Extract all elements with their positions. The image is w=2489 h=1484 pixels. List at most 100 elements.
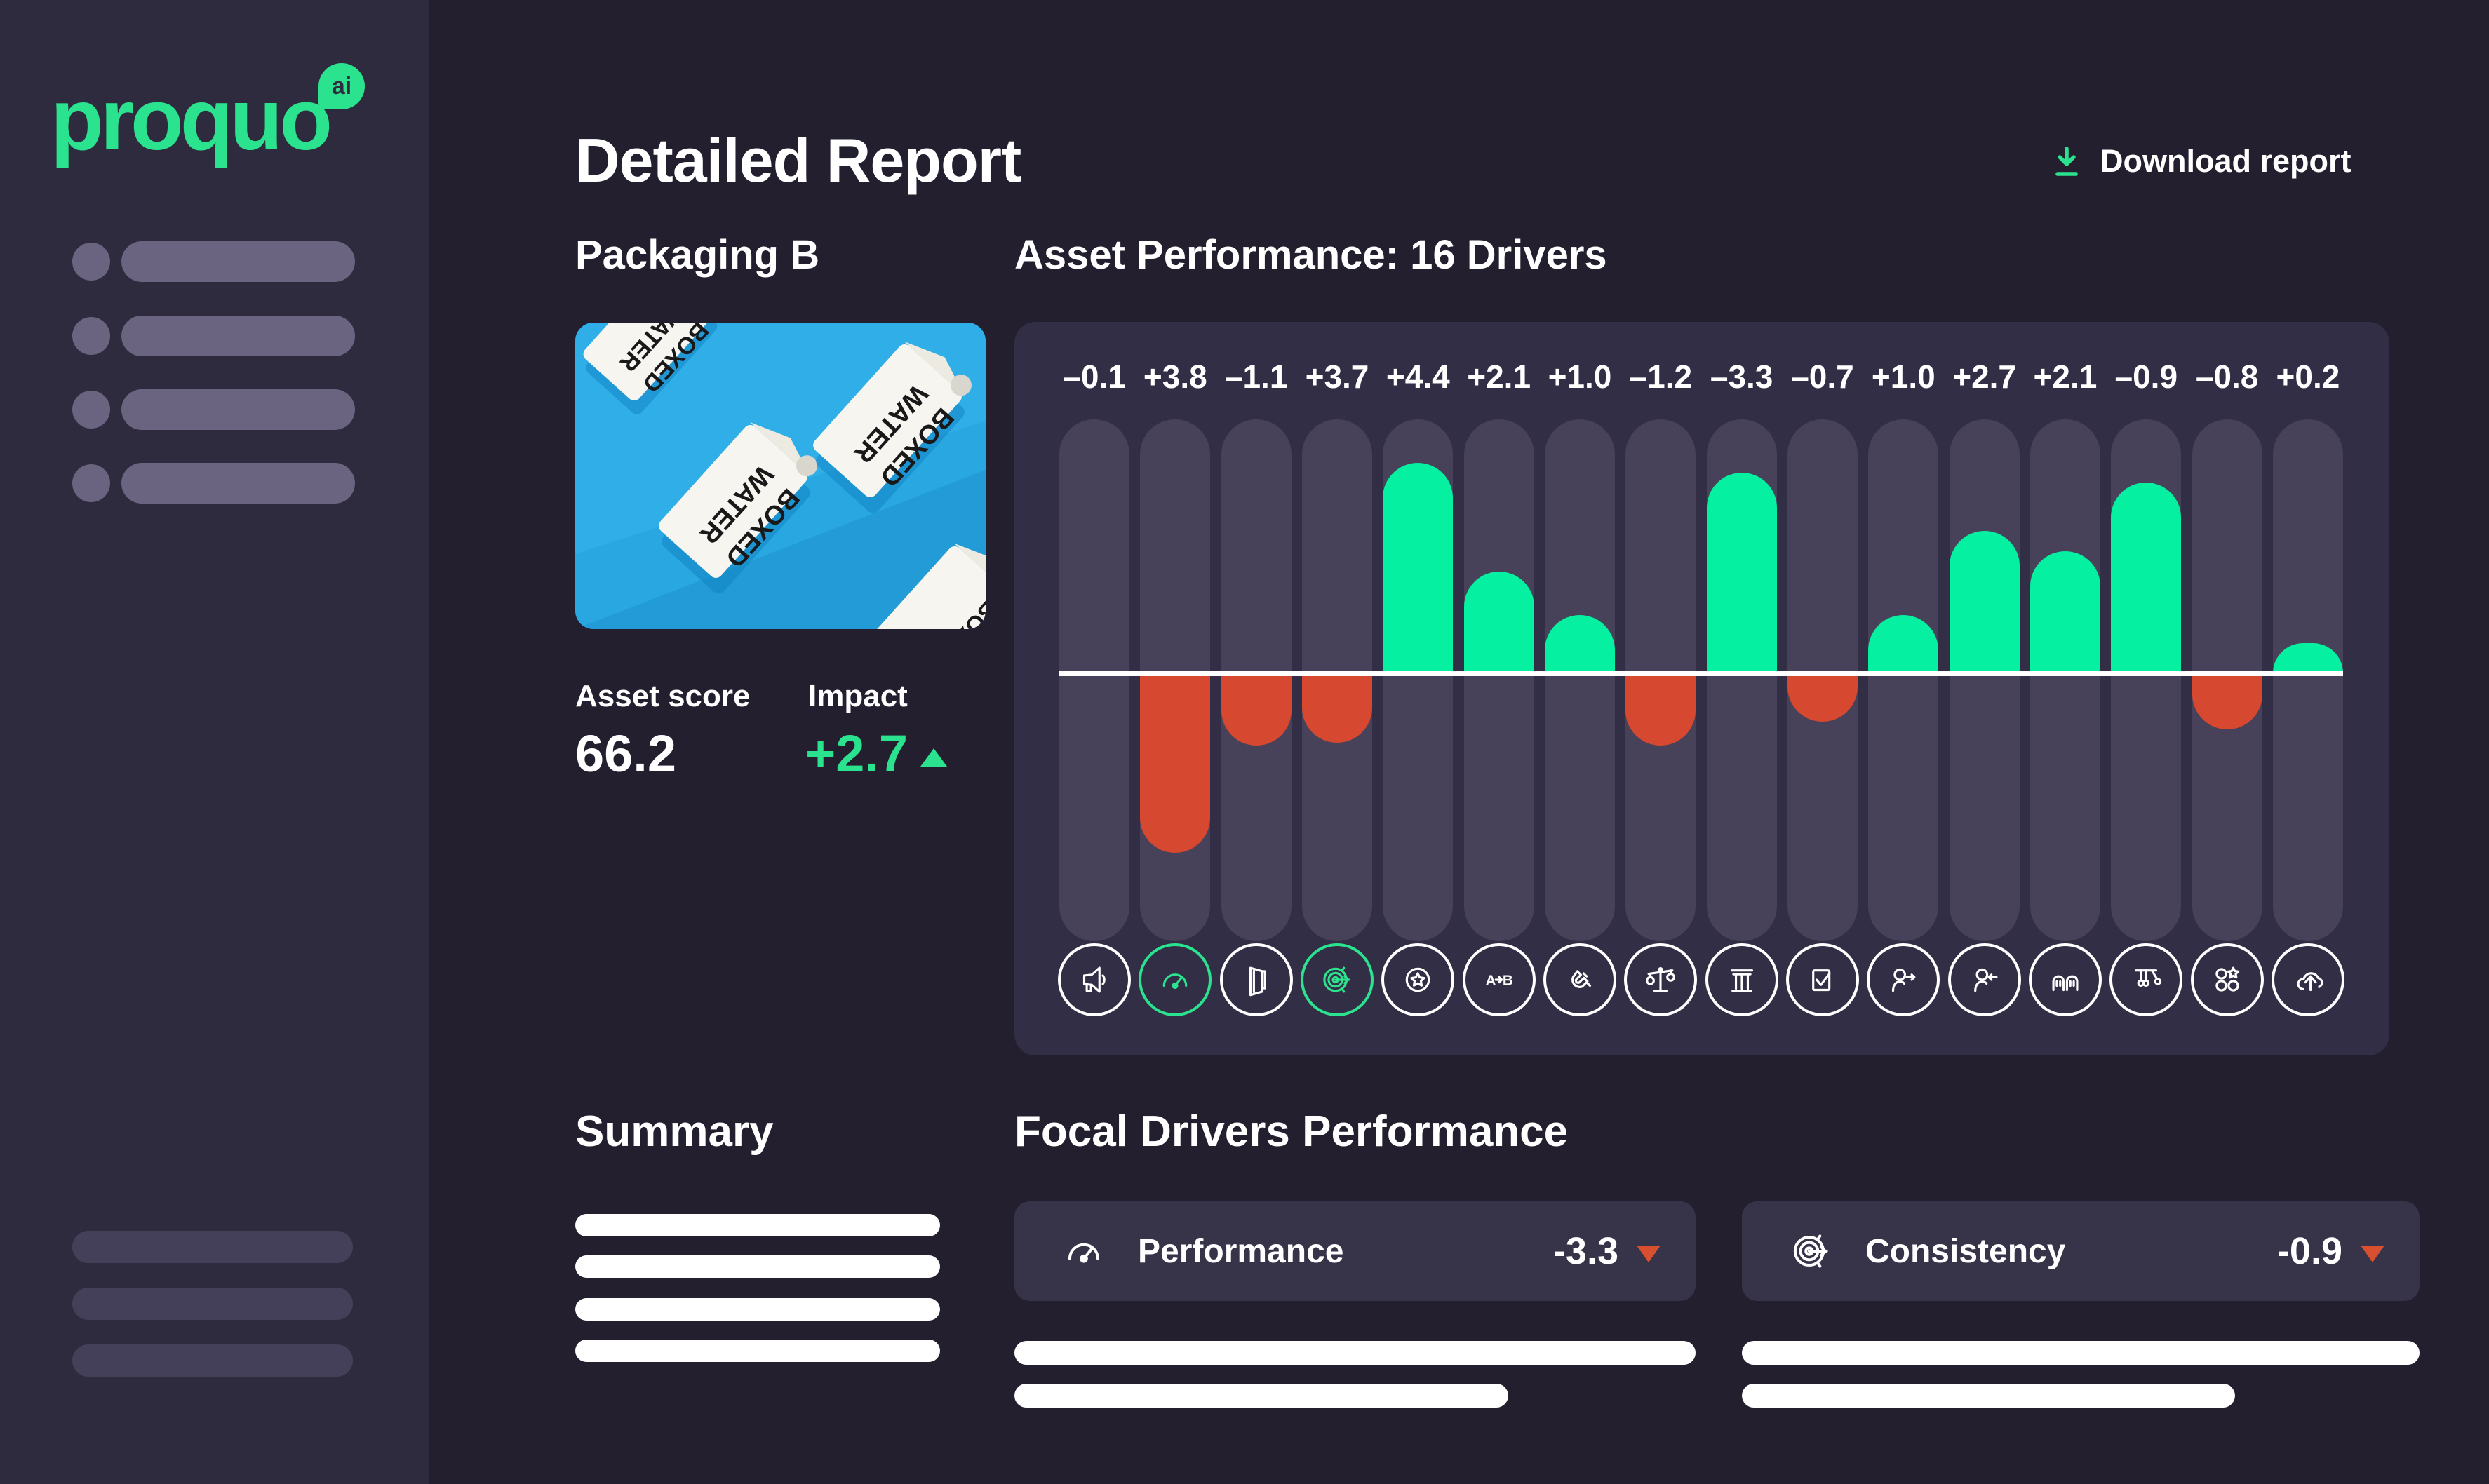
- focal-card-performance[interactable]: Performance -3.3: [1014, 1201, 1696, 1301]
- driver-value-label: +2.1: [1467, 358, 1531, 395]
- driver-value-label: –0.1: [1063, 358, 1126, 395]
- focal-text-placeholder: [1742, 1341, 2420, 1365]
- driver-column: +3.8: [1139, 358, 1212, 1016]
- driver-value-label: –0.8: [2195, 358, 2259, 395]
- page-title: Detailed Report: [575, 126, 1021, 195]
- driver-pillar-icon[interactable]: [1705, 943, 1778, 1016]
- driver-bar-negative: [1301, 673, 1372, 743]
- driver-bar-positive: [2030, 551, 2100, 673]
- summary-title: Summary: [575, 1107, 774, 1156]
- trend-down-icon: [1637, 1246, 1661, 1262]
- focal-card-value: -0.9: [2276, 1230, 2342, 1272]
- driver-column: +0.2: [2271, 358, 2344, 1016]
- chart-section-title: Asset Performance: 16 Drivers: [1014, 232, 1607, 278]
- sidebar-footer-placeholder: [72, 1288, 353, 1320]
- trend-down-icon: [2361, 1246, 2384, 1262]
- focal-card-consistency[interactable]: Consistency -0.9: [1742, 1201, 2420, 1301]
- driver-growth-icon[interactable]: [2271, 943, 2344, 1016]
- driver-bar-negative: [1140, 673, 1211, 853]
- driver-checkbox-icon[interactable]: [1785, 943, 1859, 1016]
- driver-bar-track: [1949, 419, 2020, 941]
- summary-line-placeholder: [575, 1255, 940, 1278]
- asset-image: BOXED WATER BOXED WATER: [575, 323, 986, 629]
- asset-score-value: 66.2: [575, 724, 677, 783]
- asset-score-label: Asset score: [575, 679, 751, 713]
- brand-logo-ai-badge: ai: [318, 63, 365, 109]
- sidebar-item-label-placeholder: [121, 241, 355, 282]
- sidebar-item-placeholder[interactable]: [72, 241, 367, 282]
- driver-column: –1.1: [1219, 358, 1293, 1016]
- driver-bar-positive: [1463, 572, 1534, 673]
- driver-column: –0.9: [2109, 358, 2183, 1016]
- sidebar-item-placeholder[interactable]: [72, 316, 367, 356]
- sidebar-item-icon-placeholder: [72, 317, 110, 355]
- driver-column: +1.0: [1867, 358, 1940, 1016]
- driver-bar-negative: [1221, 673, 1292, 746]
- driver-bar-track: [1059, 419, 1129, 941]
- driver-value-label: +2.7: [1952, 358, 2017, 395]
- driver-column: +2.7: [1947, 358, 2021, 1016]
- driver-bar-track: [1868, 419, 1939, 941]
- driver-bar-positive: [2111, 483, 2182, 673]
- driver-gauge-icon[interactable]: [1139, 943, 1212, 1016]
- driver-column: –0.1: [1058, 358, 1131, 1016]
- brand-logo[interactable]: proquo ai: [51, 53, 380, 187]
- download-icon: [2055, 147, 2078, 176]
- driver-person-arrow-right-icon[interactable]: [1867, 943, 1940, 1016]
- focal-card-label: Consistency: [1865, 1232, 2066, 1270]
- impact-value-text: +2.7: [805, 724, 908, 783]
- driver-person-arrow-left-icon[interactable]: [1947, 943, 2021, 1016]
- driver-column: –3.3: [1705, 358, 1778, 1016]
- driver-value-label: +2.1: [2033, 358, 2098, 395]
- driver-bar-positive: [1949, 531, 2020, 673]
- focal-drivers-title: Focal Drivers Performance: [1014, 1107, 1569, 1156]
- driver-value-label: +3.8: [1143, 358, 1207, 395]
- driver-door-icon[interactable]: [1219, 943, 1293, 1016]
- driver-bar-positive: [1706, 473, 1777, 673]
- driver-hands-icon[interactable]: [2028, 943, 2102, 1016]
- driver-column: +3.7: [1300, 358, 1374, 1016]
- sidebar-item-icon-placeholder: [72, 391, 110, 429]
- target-icon: [1785, 1225, 1837, 1277]
- driver-value-label: +1.0: [1548, 358, 1612, 395]
- driver-value-label: +4.4: [1386, 358, 1450, 395]
- driver-star-icon[interactable]: [1381, 943, 1455, 1016]
- driver-bar-track: [1463, 419, 1534, 941]
- sidebar-item-icon-placeholder: [72, 464, 110, 502]
- driver-bar-track: [1544, 419, 1615, 941]
- download-report-button[interactable]: Download report: [2048, 143, 2352, 180]
- download-report-label: Download report: [2100, 143, 2352, 179]
- driver-magnet-icon[interactable]: [1543, 943, 1616, 1016]
- summary-line-placeholder: [575, 1340, 940, 1362]
- driver-shapes-icon[interactable]: [2190, 943, 2264, 1016]
- sidebar-item-placeholder[interactable]: [72, 463, 367, 504]
- sidebar-item-icon-placeholder: [72, 243, 110, 281]
- driver-value-label: –1.1: [1224, 358, 1288, 395]
- driver-scales-icon[interactable]: [1624, 943, 1698, 1016]
- focal-card-value: -3.3: [1552, 1230, 1618, 1272]
- svg-text:B: B: [1502, 972, 1512, 988]
- driver-column: –1.2: [1624, 358, 1698, 1016]
- driver-column: +2.1: [2028, 358, 2102, 1016]
- driver-value-label: –1.2: [1629, 358, 1693, 395]
- focal-text-placeholder: [1742, 1384, 2235, 1408]
- driver-bar-positive: [1868, 615, 1939, 673]
- sidebar-footer-placeholder: [72, 1344, 353, 1377]
- sidebar-item-label-placeholder: [121, 463, 355, 504]
- focal-text-placeholder: [1014, 1384, 1508, 1408]
- driver-bar-track: [2030, 419, 2100, 941]
- sidebar: proquo ai: [0, 0, 429, 1484]
- driver-column: +4.4: [1381, 358, 1455, 1016]
- focal-text-placeholder: [1014, 1341, 1696, 1365]
- impact-label: Impact: [808, 679, 908, 713]
- sidebar-item-label-placeholder: [121, 389, 355, 430]
- trend-up-icon: [920, 748, 948, 767]
- driver-target-icon[interactable]: [1300, 943, 1374, 1016]
- driver-bar-negative: [1625, 673, 1696, 746]
- sidebar-item-placeholder[interactable]: [72, 389, 367, 430]
- driver-column: +2.1 A B: [1462, 358, 1536, 1016]
- driver-megaphone-icon[interactable]: [1058, 943, 1131, 1016]
- driver-pendulum-icon[interactable]: [2109, 943, 2183, 1016]
- driver-value-label: +0.2: [2276, 358, 2340, 395]
